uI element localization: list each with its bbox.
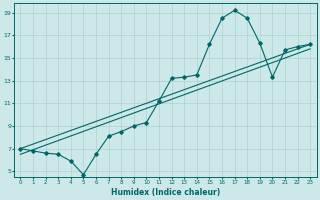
- X-axis label: Humidex (Indice chaleur): Humidex (Indice chaleur): [111, 188, 220, 197]
